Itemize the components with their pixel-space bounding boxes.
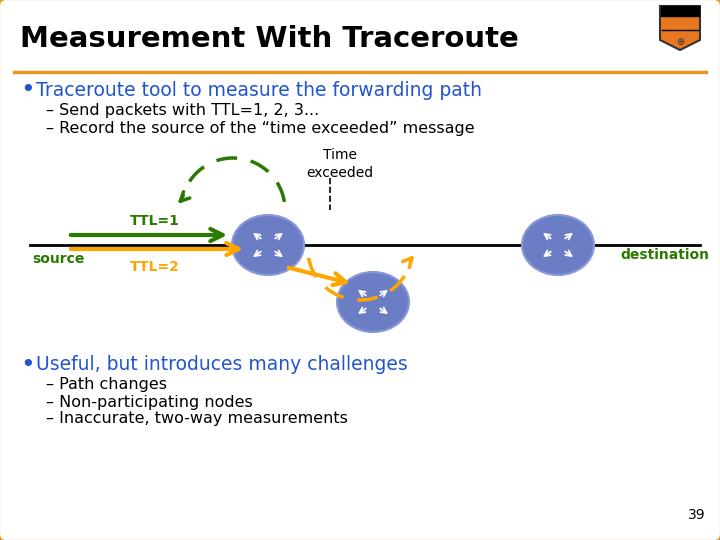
Ellipse shape — [337, 272, 409, 332]
Text: – Inaccurate, two-way measurements: – Inaccurate, two-way measurements — [46, 411, 348, 427]
Text: TTL=1: TTL=1 — [130, 214, 180, 228]
Text: •: • — [20, 353, 35, 377]
Text: Traceroute tool to measure the forwarding path: Traceroute tool to measure the forwardin… — [36, 80, 482, 99]
FancyBboxPatch shape — [14, 73, 706, 526]
Ellipse shape — [232, 215, 304, 275]
Text: 39: 39 — [688, 508, 706, 522]
Text: Measurement With Traceroute: Measurement With Traceroute — [20, 25, 518, 53]
Ellipse shape — [522, 215, 594, 275]
Text: Time
exceeded: Time exceeded — [307, 148, 374, 180]
Text: source: source — [32, 252, 84, 266]
Text: ⊕: ⊕ — [676, 37, 684, 47]
Text: TTL=2: TTL=2 — [130, 260, 180, 274]
FancyBboxPatch shape — [6, 6, 714, 72]
Text: – Send packets with TTL=1, 2, 3...: – Send packets with TTL=1, 2, 3... — [46, 103, 319, 118]
Text: Useful, but introduces many challenges: Useful, but introduces many challenges — [36, 355, 408, 375]
Text: – Non-participating nodes: – Non-participating nodes — [46, 395, 253, 409]
Text: – Record the source of the “time exceeded” message: – Record the source of the “time exceede… — [46, 120, 474, 136]
Polygon shape — [660, 6, 700, 50]
Text: – Path changes: – Path changes — [46, 377, 167, 393]
Text: •: • — [20, 78, 35, 102]
Text: destination: destination — [620, 248, 709, 262]
